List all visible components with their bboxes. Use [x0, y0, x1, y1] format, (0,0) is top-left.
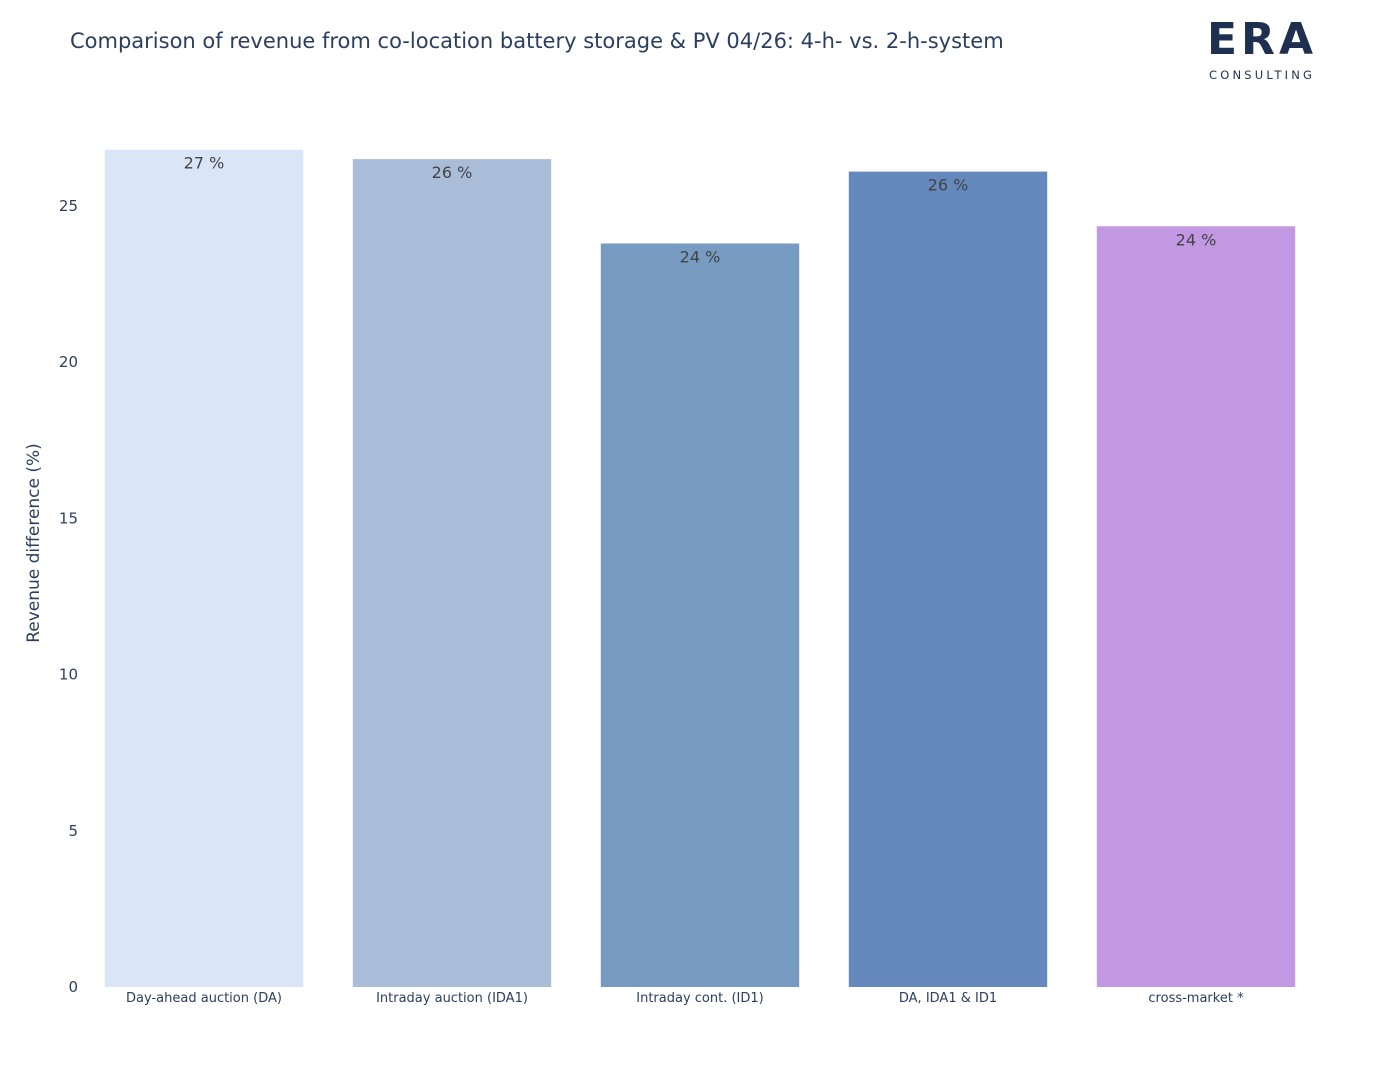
y-tick-label: 10 [59, 666, 78, 684]
x-tick-label: cross-market * [1148, 991, 1244, 1006]
bar [848, 171, 1048, 987]
y-tick-label: 0 [68, 978, 78, 996]
bars [104, 149, 1296, 988]
bar [104, 149, 304, 988]
y-tick-label: 15 [59, 509, 78, 527]
bar [1096, 226, 1296, 987]
era-consulting-logo: ERA CONSULTING [1207, 18, 1327, 84]
bar [352, 159, 552, 987]
y-tick-label: 20 [59, 353, 78, 371]
logo-subtitle: CONSULTING [1209, 68, 1316, 82]
x-axis: Day-ahead auction (DA) Intraday auction (… [126, 991, 1244, 1006]
y-tick-label: 25 [59, 197, 78, 215]
x-tick-label: Intraday auction (IDA1) [376, 991, 528, 1006]
bar-value-label: 24 % [680, 247, 721, 266]
y-axis: 0 5 10 15 20 25 [59, 197, 78, 996]
y-tick-label: 5 [68, 822, 78, 840]
x-tick-label: Intraday cont. (ID1) [636, 991, 764, 1006]
bar-labels: 27 % 26 % 24 % 26 % 24 % [184, 154, 1217, 267]
bar-value-label: 27 % [184, 154, 225, 173]
bar-value-label: 26 % [928, 176, 969, 195]
bar-value-label: 24 % [1176, 230, 1217, 249]
y-axis-label: Revenue difference (%) [24, 443, 44, 643]
bar-value-label: 26 % [432, 163, 473, 182]
bar [600, 243, 800, 987]
x-tick-label: Day-ahead auction (DA) [126, 991, 282, 1006]
x-tick-label: DA, IDA1 & ID1 [899, 991, 997, 1006]
chart-title: Comparison of revenue from co-location b… [70, 29, 1004, 53]
logo-wordmark: ERA [1207, 14, 1317, 65]
